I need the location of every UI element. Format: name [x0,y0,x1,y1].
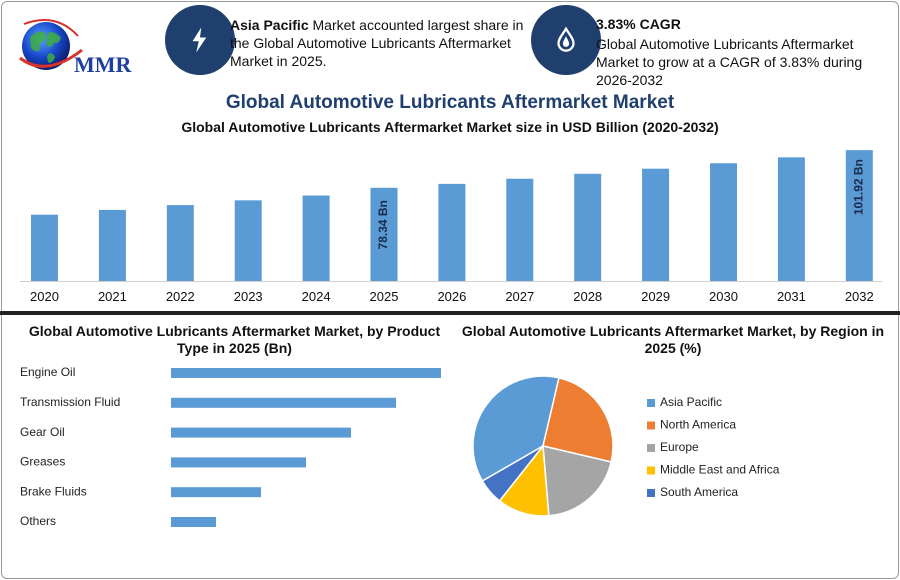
hbar-brake-fluids [171,487,261,498]
bar-2031 [777,157,805,281]
bar-2029 [642,168,670,281]
x-tick-label: 2025 [370,289,399,304]
x-tick-label: 2027 [505,289,534,304]
bar-2032 [845,150,873,281]
hbar-category-label: Greases [20,455,65,469]
bar-2026 [438,183,466,281]
legend-label: Asia Pacific [660,395,722,409]
legend-swatch [647,421,655,430]
legend-label: Middle East and Africa [660,463,780,477]
bar-2022 [166,205,194,281]
x-tick-label: 2020 [30,289,59,304]
page-title: Global Automotive Lubricants Aftermarket… [225,92,675,113]
pie-slice-europe [542,445,613,517]
x-tick-label: 2030 [709,289,738,304]
section-divider [0,311,900,315]
pie-slice-asia-pacific [472,375,560,483]
x-tick-label: 2029 [641,289,670,304]
bar-2020 [31,214,58,281]
bar-2027 [506,178,534,281]
hbar-transmission-fluid [171,397,396,408]
hbar-gear-oil [171,427,351,438]
x-tick-label: 2023 [234,289,263,304]
hbar-category-label: Engine Oil [20,365,75,379]
info-asia-pacific: Asia Pacific Market accounted largest sh… [230,16,525,70]
x-tick-label: 2026 [437,289,466,304]
pie-slice-south-america [481,445,544,502]
region-chart-title: Global Automotive Lubricants Aftermarket… [461,323,885,356]
info-cagr-text: Global Automotive Lubricants Aftermarket… [596,36,863,88]
logo-text: MMR [74,52,133,77]
info-cagr-title: 3.83% CAGR [596,16,681,32]
lightning-icon [192,27,207,53]
product-type-chart-title: Global Automotive Lubricants Aftermarket… [28,323,441,356]
bar-data-label: 78.34 Bn [376,200,390,249]
legend-label: South America [660,485,738,499]
bar-data-label: 101.92 Bn [851,159,865,215]
legend-label: North America [660,418,736,432]
hbar-others [171,517,216,527]
oil-drop-icon [557,26,575,52]
bar-2021 [98,209,126,281]
bar-2024 [302,195,330,281]
hbar-engine-oil [171,368,441,378]
info-highlight: Asia Pacific [230,17,309,33]
bar-2023 [234,200,262,281]
hbar-greases [171,457,306,468]
hbar-category-label: Brake Fluids [20,484,87,498]
bar-2025 [370,187,398,281]
mmr-logo: MMR [19,19,133,77]
lightning-badge [165,5,235,75]
product-type-bar-chart: Engine Oil Transmission Fluid Gear Oil Grea… [20,365,441,528]
bar-2028 [574,173,602,281]
x-tick-label: 2028 [573,289,602,304]
x-tick-label: 2024 [302,289,331,304]
info-rest: Market accounted largest share in the Gl… [230,17,524,69]
hbar-category-label: Transmission Fluid [20,395,120,409]
oil-drop-badge [531,5,601,75]
legend-label: Europe [660,440,699,454]
x-tick-label: 2021 [98,289,127,304]
x-tick-label: 2022 [166,289,195,304]
x-tick-label: 2032 [845,289,874,304]
bar-chart-title: Global Automotive Lubricants Aftermarket… [181,119,719,135]
bar-2030 [710,163,737,281]
legend-swatch [647,466,655,475]
market-size-bar-chart: 2020 2021 2022 2023 2024 2025 78.34 Bn 2026 2027… [20,150,882,304]
hbar-category-label: Gear Oil [20,425,65,439]
hbar-category-label: Others [20,514,56,528]
pie-slice-north-america [542,376,614,463]
legend-swatch [647,444,655,452]
x-tick-label: 2031 [777,289,806,304]
legend-swatch [647,489,655,497]
legend-swatch [647,399,655,407]
